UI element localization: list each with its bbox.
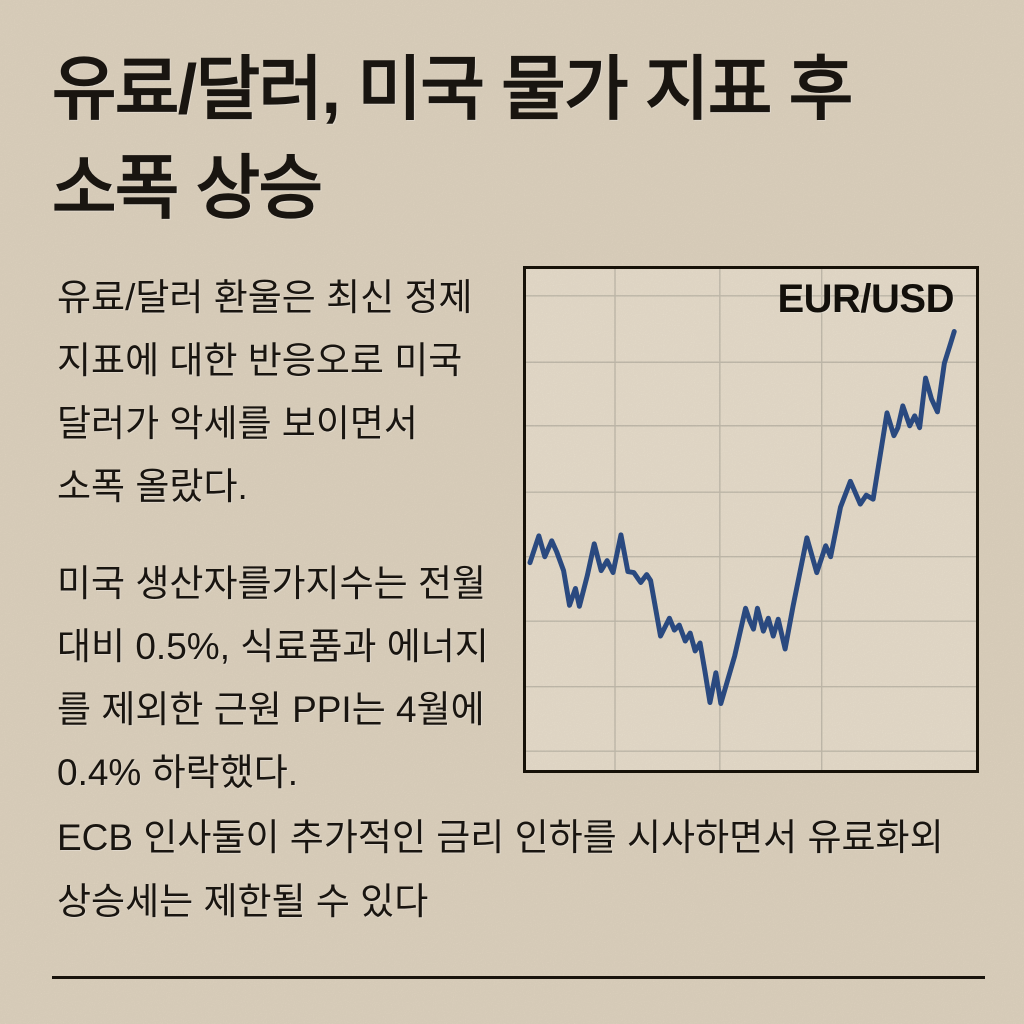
chart-canvas <box>526 269 976 770</box>
title-line-2: 소폭 상승 <box>52 149 323 227</box>
footer-divider <box>52 976 985 979</box>
body-text-column: 유료/달러 환울은 최신 정제 지표에 대한 반응오로 미국 달러가 악세를 보… <box>57 266 512 804</box>
paragraph-1: 유료/달러 환울은 최신 정제 지표에 대한 반응오로 미국 달러가 악세를 보… <box>57 266 512 518</box>
title-line-1: 유료/달러, 미국 물가 지표 후 <box>52 50 853 128</box>
text-line: 미국 생산자를가지수는 전월 <box>57 563 487 604</box>
text-line: ECB 인사둘이 추가적인 금리 인하를 시사하면서 유료화외 <box>57 817 944 858</box>
page-title: 유료/달러, 미국 물가 지표 후 소폭 상승 <box>52 40 972 238</box>
price-line <box>527 329 957 707</box>
text-line: 지표에 대한 반응오로 미국 <box>57 340 463 381</box>
paragraph-2: 미국 생산자를가지수는 전월 대비 0.5%, 식료품과 에너지 를 제외한 근… <box>57 552 512 804</box>
text-line: 소폭 올랐다. <box>57 466 248 507</box>
footer-paragraph: ECB 인사둘이 추가적인 금리 인하를 시사하면서 유료화외 상승세는 제한될… <box>57 806 987 934</box>
chart-title: EUR/USD <box>777 277 954 321</box>
text-line: 를 제외한 근원 PPI는 4월에 <box>57 689 485 730</box>
text-line: 상승세는 제한될 수 있다 <box>57 881 429 922</box>
text-line: 유료/달러 환울은 최신 정제 <box>57 277 473 318</box>
eurusd-chart: EUR/USD <box>523 266 979 773</box>
text-line: 대비 0.5%, 식료품과 에너지 <box>57 626 489 667</box>
text-line: 0.4% 하락했다. <box>57 752 299 793</box>
text-line: 달러가 악세를 보이면서 <box>57 403 418 444</box>
